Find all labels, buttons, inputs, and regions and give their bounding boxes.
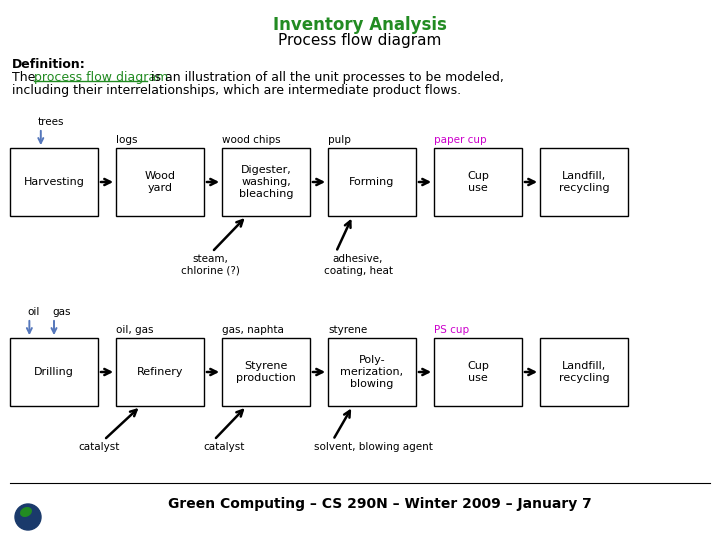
Text: Cup
use: Cup use bbox=[467, 171, 489, 193]
Text: wood chips: wood chips bbox=[222, 135, 281, 145]
FancyBboxPatch shape bbox=[222, 338, 310, 406]
Text: including their interrelationships, which are intermediate product flows.: including their interrelationships, whic… bbox=[12, 84, 461, 97]
Text: Wood
yard: Wood yard bbox=[145, 171, 176, 193]
Text: Drilling: Drilling bbox=[34, 367, 74, 377]
Text: solvent, blowing agent: solvent, blowing agent bbox=[314, 442, 433, 452]
Circle shape bbox=[15, 504, 41, 530]
Text: Cup
use: Cup use bbox=[467, 361, 489, 383]
FancyBboxPatch shape bbox=[540, 338, 628, 406]
FancyBboxPatch shape bbox=[10, 338, 98, 406]
Text: gas: gas bbox=[52, 307, 71, 317]
Text: styrene: styrene bbox=[328, 325, 367, 335]
Text: Digester,
washing,
bleaching: Digester, washing, bleaching bbox=[239, 165, 293, 199]
FancyBboxPatch shape bbox=[328, 148, 416, 216]
Text: Green Computing – CS 290N – Winter 2009 – January 7: Green Computing – CS 290N – Winter 2009 … bbox=[168, 497, 592, 511]
Text: pulp: pulp bbox=[328, 135, 351, 145]
FancyBboxPatch shape bbox=[540, 148, 628, 216]
Text: oil, gas: oil, gas bbox=[116, 325, 153, 335]
Text: Process flow diagram: Process flow diagram bbox=[279, 33, 441, 48]
Text: gas, naphta: gas, naphta bbox=[222, 325, 284, 335]
Text: adhesive,
coating, heat: adhesive, coating, heat bbox=[323, 254, 392, 275]
Text: is an illustration of all the unit processes to be modeled,: is an illustration of all the unit proce… bbox=[147, 71, 504, 84]
Text: Refinery: Refinery bbox=[137, 367, 184, 377]
Text: Forming: Forming bbox=[349, 177, 395, 187]
Text: trees: trees bbox=[37, 117, 64, 127]
FancyBboxPatch shape bbox=[222, 148, 310, 216]
Text: PS cup: PS cup bbox=[434, 325, 469, 335]
Text: Inventory Analysis: Inventory Analysis bbox=[273, 16, 447, 34]
Text: catalyst: catalyst bbox=[203, 442, 245, 452]
FancyBboxPatch shape bbox=[434, 338, 522, 406]
Text: Harvesting: Harvesting bbox=[24, 177, 84, 187]
Text: Poly-
merization,
blowing: Poly- merization, blowing bbox=[341, 355, 404, 389]
FancyBboxPatch shape bbox=[328, 338, 416, 406]
Text: Definition:: Definition: bbox=[12, 58, 86, 71]
FancyBboxPatch shape bbox=[116, 148, 204, 216]
Text: Styrene
production: Styrene production bbox=[236, 361, 296, 383]
Text: Landfill,
recycling: Landfill, recycling bbox=[559, 361, 609, 383]
Text: paper cup: paper cup bbox=[434, 135, 487, 145]
Text: catalyst: catalyst bbox=[78, 442, 120, 452]
Text: process flow diagram: process flow diagram bbox=[34, 71, 168, 84]
FancyBboxPatch shape bbox=[434, 148, 522, 216]
FancyBboxPatch shape bbox=[10, 148, 98, 216]
Ellipse shape bbox=[21, 508, 31, 516]
Text: logs: logs bbox=[116, 135, 138, 145]
Text: The: The bbox=[12, 71, 40, 84]
Text: oil: oil bbox=[27, 307, 40, 317]
Text: Landfill,
recycling: Landfill, recycling bbox=[559, 171, 609, 193]
Text: steam,
chlorine (?): steam, chlorine (?) bbox=[181, 254, 240, 275]
FancyBboxPatch shape bbox=[116, 338, 204, 406]
